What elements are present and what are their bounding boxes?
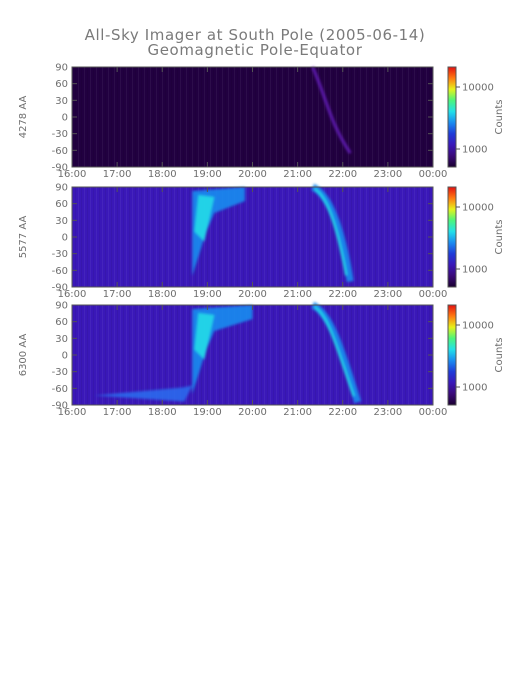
colorbar-tick-label: 1000 [462,383,487,394]
y-tick-label: 60 [55,79,68,90]
colorbar-tick-label: 10000 [462,203,494,214]
y-tick-label: -90 [52,401,68,412]
feature-0 [311,66,352,154]
y-tick-label: -30 [52,249,68,260]
y-tick-label: 30 [55,216,68,227]
y-tick-label: 60 [55,317,68,328]
x-tick-label: 20:00 [238,169,267,180]
y-tick-label: 0 [62,351,68,362]
colorbar-label: Counts [494,338,505,373]
y-axis-label: 6300 AA [18,334,29,377]
y-tick-label: 30 [55,96,68,107]
x-tick-label: 22:00 [328,289,357,300]
y-tick-label: 90 [55,63,68,74]
x-tick-label: 20:00 [238,289,267,300]
colorbar-tick-label: 1000 [462,265,487,276]
feature-1-core [313,187,348,276]
y-tick-label: -60 [52,384,68,395]
x-tick-label: 21:00 [283,407,312,418]
x-tick-label: 16:00 [58,169,87,180]
feature-0-core [194,195,215,242]
colorbar [448,187,456,287]
y-tick-label: -90 [52,163,68,174]
y-tick-label: -30 [52,129,68,140]
y-tick-label: -30 [52,367,68,378]
y-axis-label: 4278 AA [18,96,29,139]
chart-subtitle: Geomagnetic Pole-Equator [148,41,363,59]
colorbar-frame [447,66,457,168]
chart-title: All-Sky Imager at South Pole (2005-06-14… [85,26,426,44]
x-tick-label: 19:00 [193,169,222,180]
x-tick-label: 23:00 [373,407,402,418]
x-tick-label: 16:00 [58,289,87,300]
heatmap-texture [72,67,433,167]
x-tick-label: 22:00 [328,407,357,418]
x-tick-label: 18:00 [148,289,177,300]
heatmap-features [311,66,352,154]
x-tick-label: 00:00 [419,289,448,300]
y-tick-label: -90 [52,283,68,294]
x-tick-label: 23:00 [373,289,402,300]
heatmap-features [192,183,354,283]
heatmap-features [94,301,362,404]
y-axis-label: 5577 AA [18,216,29,259]
x-tick-label: 18:00 [148,407,177,418]
x-tick-label: 17:00 [103,407,132,418]
x-tick-label: 22:00 [328,169,357,180]
feature-2-core [313,305,355,397]
x-tick-label: 21:00 [283,289,312,300]
x-tick-label: 00:00 [419,407,448,418]
y-tick-label: 90 [55,301,68,312]
y-tick-label: 60 [55,199,68,210]
x-tick-label: 19:00 [193,289,222,300]
colorbar-tick-label: 1000 [462,145,487,156]
x-tick-label: 20:00 [238,407,267,418]
colorbar [448,67,456,167]
colorbar-label: Counts [494,220,505,255]
colorbar-label: Counts [494,100,505,135]
y-tick-label: -60 [52,266,68,277]
y-tick-label: 0 [62,113,68,124]
x-tick-label: 23:00 [373,169,402,180]
colorbar-frame [447,186,457,288]
x-tick-label: 21:00 [283,169,312,180]
x-tick-label: 17:00 [103,289,132,300]
x-tick-label: 19:00 [193,407,222,418]
heatmap-texture [72,187,433,287]
x-tick-label: 00:00 [419,169,448,180]
colorbar-frame [447,304,457,406]
y-tick-label: 0 [62,233,68,244]
colorbar [448,305,456,405]
colorbar-tick-label: 10000 [462,83,494,94]
feature-1-core [194,313,215,360]
y-tick-label: -60 [52,146,68,157]
x-tick-label: 17:00 [103,169,132,180]
x-tick-label: 16:00 [58,407,87,418]
y-tick-label: 30 [55,334,68,345]
feature-0 [94,385,193,402]
x-tick-label: 18:00 [148,169,177,180]
y-tick-label: 90 [55,183,68,194]
heatmap-texture [72,305,433,405]
colorbar-tick-label: 10000 [462,321,494,332]
